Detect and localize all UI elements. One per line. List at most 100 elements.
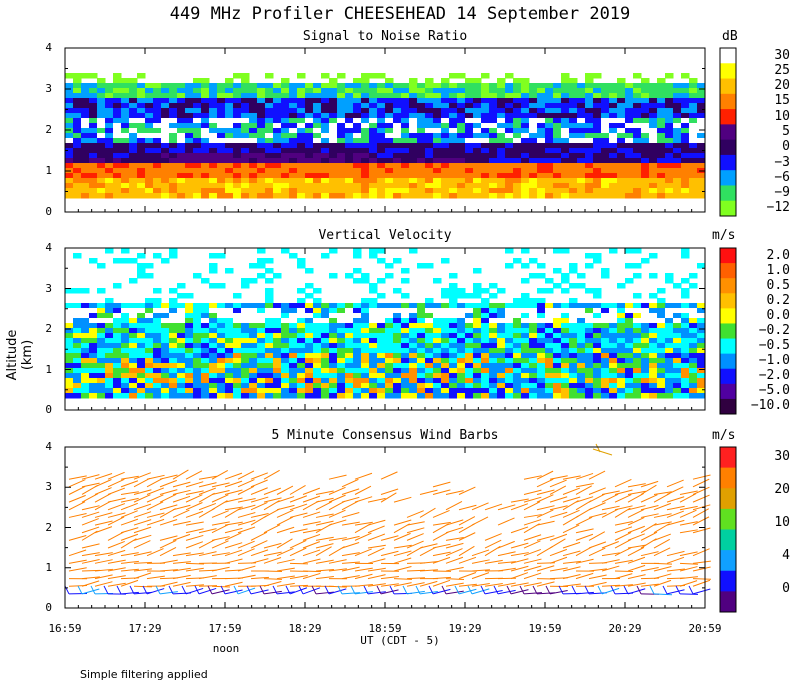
heatmap-cell — [169, 388, 178, 394]
heatmap-cell — [201, 353, 210, 359]
heatmap-cell — [585, 373, 594, 379]
heatmap-cell — [553, 333, 562, 339]
heatmap-cell — [65, 113, 74, 119]
heatmap-cell — [641, 313, 650, 319]
heatmap-cell — [585, 353, 594, 359]
colorbar-label: 0.2 — [766, 292, 790, 308]
heatmap-cell — [241, 98, 250, 104]
heatmap-cell — [121, 78, 130, 84]
heatmap-cell — [585, 388, 594, 394]
wind-barb-staff — [263, 578, 283, 580]
wind-barb-staff — [510, 503, 529, 511]
heatmap-cell — [481, 298, 490, 304]
heatmap-cell — [185, 318, 194, 324]
heatmap-cell — [225, 128, 234, 134]
heatmap-cell — [585, 323, 594, 329]
heatmap-cell — [313, 188, 322, 194]
heatmap-cell — [65, 288, 74, 294]
heatmap-cell — [145, 143, 154, 149]
heatmap-cell — [321, 358, 330, 364]
heatmap-cell — [65, 373, 74, 379]
heatmap-cell — [545, 128, 554, 134]
wind-barb-staff — [627, 556, 646, 564]
wind-barb-staff — [237, 565, 256, 572]
heatmap-cell — [681, 163, 690, 169]
heatmap-cell — [65, 368, 74, 374]
heatmap-cell — [113, 118, 122, 124]
wind-barb-staff — [107, 549, 126, 557]
heatmap-cell — [497, 148, 506, 154]
heatmap-cell — [233, 293, 242, 299]
heatmap-cell — [377, 348, 386, 354]
heatmap-cell — [681, 88, 690, 94]
heatmap-cell — [633, 83, 642, 89]
wind-barb-staff — [367, 497, 386, 503]
heatmap-cell — [145, 273, 154, 279]
heatmap-cell — [217, 283, 226, 289]
heatmap-cell — [185, 133, 194, 139]
heatmap-cell — [641, 393, 650, 399]
heatmap-cell — [177, 348, 186, 354]
heatmap-cell — [641, 133, 650, 139]
heatmap-cell — [281, 328, 290, 334]
heatmap-cell — [457, 318, 466, 324]
heatmap-cell — [609, 393, 618, 399]
heatmap-cell — [257, 343, 266, 349]
wind-barb-staff — [380, 550, 399, 557]
colorbar-label: −0.5 — [758, 338, 790, 354]
heatmap-cell — [697, 318, 706, 324]
heatmap-cell — [65, 153, 74, 159]
wind-barb-staff — [328, 588, 347, 595]
heatmap-cell — [665, 358, 674, 364]
heatmap-cell — [321, 88, 330, 94]
heatmap-cell — [361, 163, 370, 169]
heatmap-cell — [617, 193, 626, 199]
colorbar-label: 15 — [774, 93, 790, 109]
wind-barb-staff — [237, 519, 256, 526]
heatmap-cell — [465, 368, 474, 374]
wind-barb-staff — [146, 588, 165, 595]
colorbar-label: 5 — [782, 124, 790, 139]
heatmap-cell — [321, 163, 330, 169]
wind-barb-flag — [376, 585, 382, 595]
heatmap-cell — [665, 173, 674, 179]
heatmap-cell — [641, 378, 650, 384]
heatmap-cell — [617, 343, 626, 349]
heatmap-cell — [521, 378, 530, 384]
heatmap-cell — [305, 313, 314, 319]
heatmap-cell — [457, 358, 466, 364]
heatmap-cell — [121, 138, 130, 144]
heatmap-cell — [257, 178, 266, 184]
wind-barb-staff — [588, 493, 606, 503]
heatmap-cell — [401, 138, 410, 144]
heatmap-cell — [625, 278, 634, 284]
heatmap-cell — [505, 88, 514, 94]
heatmap-cell — [137, 273, 146, 279]
heatmap-cell — [377, 343, 386, 349]
heatmap-cell — [673, 328, 682, 334]
heatmap-cell — [225, 373, 234, 379]
heatmap-cell — [153, 158, 162, 164]
wind-barb-staff — [159, 519, 178, 526]
heatmap-cell — [689, 118, 698, 124]
heatmap-cell — [353, 118, 362, 124]
heatmap-cell — [633, 363, 642, 369]
heatmap-cell — [193, 353, 202, 359]
heatmap-cell — [481, 133, 490, 139]
heatmap-cell — [529, 358, 538, 364]
heatmap-cell — [481, 363, 490, 369]
wind-barb-staff — [120, 527, 139, 534]
heatmap-cell — [633, 118, 642, 124]
heatmap-cell — [273, 273, 282, 279]
heatmap-cell — [161, 368, 170, 374]
heatmap-cell — [593, 253, 602, 259]
wind-barb-staff — [393, 519, 412, 526]
heatmap-cell — [481, 153, 490, 159]
heatmap-cell — [353, 268, 362, 274]
heatmap-cell — [529, 133, 538, 139]
heatmap-cell — [201, 338, 210, 344]
wind-barb-staff — [692, 494, 710, 503]
heatmap-cell — [257, 163, 266, 169]
heatmap-cell — [185, 148, 194, 154]
